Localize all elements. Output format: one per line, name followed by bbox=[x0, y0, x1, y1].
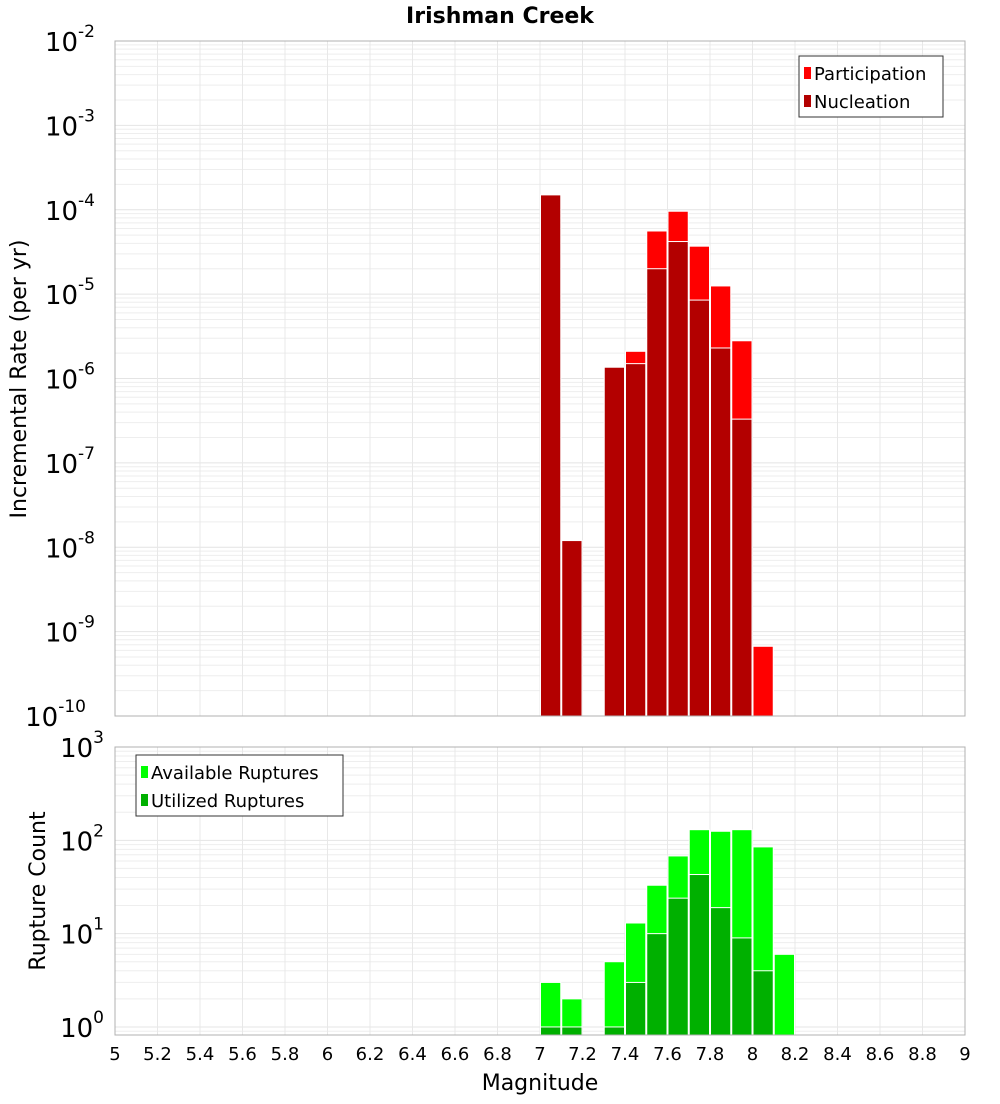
x-tick-label: 6.2 bbox=[356, 1044, 385, 1065]
x-tick-label: 5 bbox=[109, 1044, 120, 1065]
top-legend-label: Nucleation bbox=[814, 92, 910, 113]
x-tick-label: 8.8 bbox=[908, 1044, 937, 1065]
top-bar-nucleation bbox=[667, 241, 689, 717]
x-tick-label: 7.8 bbox=[696, 1044, 725, 1065]
x-tick-label: 7.6 bbox=[653, 1044, 682, 1065]
top-y-tick-label: 10-9 bbox=[45, 613, 95, 649]
bottom-legend-label: Available Ruptures bbox=[151, 763, 319, 784]
bottom-bar-utilized-ruptures bbox=[561, 1026, 583, 1036]
top-y-tick-label: 10-5 bbox=[45, 275, 95, 311]
bottom-y-tick-label: 103 bbox=[60, 728, 104, 764]
participation-nucleation-plot: 10-2 10-3 10-4 10-5 10-6 10-7 10-8 10-9 10-10 Par… bbox=[25, 22, 966, 733]
bottom-bar-utilized-ruptures bbox=[688, 874, 710, 1036]
x-tick-label: 8.4 bbox=[823, 1044, 852, 1065]
x-tick-label: 6 bbox=[322, 1044, 333, 1065]
bottom-y-axis-label: Rupture Count bbox=[26, 811, 51, 971]
x-tick-label: 7 bbox=[534, 1044, 545, 1065]
bottom-y-tick-label: 101 bbox=[60, 915, 104, 951]
top-y-tick-label: 10-7 bbox=[45, 444, 95, 480]
top-bar-nucleation bbox=[540, 194, 562, 717]
top-bar-participation bbox=[752, 645, 774, 717]
x-tick-labels: 5 5.2 5.4 5.6 5.8 6 6.2 6.4 6.6 6.8 7 7.2 7.4 7.6 7.8 8… bbox=[109, 1044, 970, 1065]
top-y-tick-label: 10-4 bbox=[45, 191, 95, 227]
top-y-tick-label: 10-10 bbox=[25, 697, 86, 733]
top-bar-nucleation bbox=[710, 347, 732, 717]
bottom-bar-available-ruptures bbox=[603, 961, 625, 1036]
bottom-bar-utilized-ruptures bbox=[731, 937, 753, 1036]
top-y-tick-label: 10-3 bbox=[45, 106, 95, 142]
bottom-bar-utilized-ruptures bbox=[667, 897, 689, 1036]
bottom-bar-utilized-ruptures bbox=[540, 1026, 562, 1036]
x-tick-label: 6.4 bbox=[398, 1044, 427, 1065]
top-bar-nucleation bbox=[561, 540, 583, 717]
bottom-bar-utilized-ruptures bbox=[603, 1026, 625, 1036]
top-legend-swatch bbox=[804, 67, 811, 79]
bottom-bar-utilized-ruptures bbox=[646, 933, 668, 1036]
x-tick-label: 5.6 bbox=[228, 1044, 257, 1065]
top-legend-label: Participation bbox=[814, 64, 926, 85]
chart-title: Irishman Creek bbox=[406, 4, 595, 29]
bottom-legend-swatch bbox=[141, 794, 148, 806]
x-tick-label: 6.6 bbox=[441, 1044, 470, 1065]
x-tick-label: 7.2 bbox=[568, 1044, 597, 1065]
top-y-axis-label: Incremental Rate (per yr) bbox=[7, 240, 32, 519]
x-tick-label: 8 bbox=[747, 1044, 758, 1065]
x-tick-label: 5.4 bbox=[186, 1044, 215, 1065]
top-bar-nucleation bbox=[603, 366, 625, 717]
top-legend-box bbox=[798, 55, 944, 118]
x-tick-label: 8.6 bbox=[866, 1044, 895, 1065]
top-bar-nucleation bbox=[646, 268, 668, 717]
x-tick-label: 7.4 bbox=[611, 1044, 640, 1065]
top-bar-nucleation bbox=[731, 418, 753, 717]
top-y-tick-label: 10-2 bbox=[45, 22, 95, 58]
bottom-legend-label: Utilized Ruptures bbox=[151, 791, 304, 812]
bottom-bar-utilized-ruptures bbox=[625, 981, 647, 1036]
bottom-bar-available-ruptures bbox=[773, 953, 795, 1036]
x-tick-label: 9 bbox=[959, 1044, 970, 1065]
bottom-legend: Available Ruptures Utilized Ruptures bbox=[135, 754, 344, 817]
bottom-legend-box bbox=[135, 754, 344, 817]
bottom-legend-swatch bbox=[141, 766, 148, 778]
top-y-tick-label: 10-8 bbox=[45, 528, 95, 564]
bottom-bar-utilized-ruptures bbox=[710, 907, 732, 1036]
bottom-bar-utilized-ruptures bbox=[752, 970, 774, 1036]
top-y-tick-label: 10-6 bbox=[45, 360, 95, 396]
x-tick-label: 5.8 bbox=[271, 1044, 300, 1065]
bottom-y-tick-label: 100 bbox=[60, 1008, 104, 1044]
top-legend-swatch bbox=[804, 95, 811, 107]
top-bar-nucleation bbox=[625, 363, 647, 717]
x-tick-label: 5.2 bbox=[143, 1044, 172, 1065]
rupture-count-plot: 103 102 101 100 Available Ruptures Utilized R… bbox=[60, 728, 966, 1044]
bottom-y-tick-label: 102 bbox=[60, 821, 104, 857]
x-axis-label: Magnitude bbox=[482, 1071, 599, 1096]
x-tick-label: 6.8 bbox=[483, 1044, 512, 1065]
top-legend: Participation Nucleation bbox=[798, 55, 944, 118]
top-bar-nucleation bbox=[688, 299, 710, 717]
top-plot-border bbox=[114, 40, 966, 717]
bottom-plot-border bbox=[114, 746, 966, 1036]
x-tick-label: 8.2 bbox=[781, 1044, 810, 1065]
